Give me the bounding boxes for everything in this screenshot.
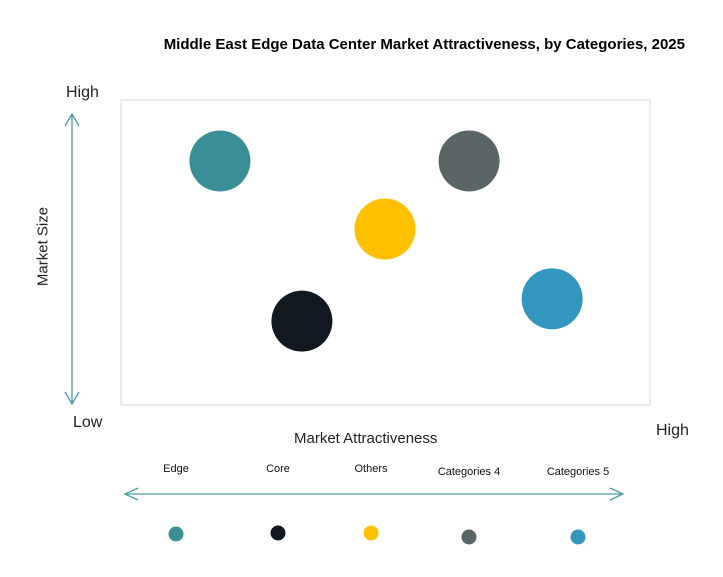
bubble-edge [189, 130, 251, 192]
legend-marker-categories-5 [570, 529, 586, 545]
plot-area [120, 99, 651, 406]
legend-label-categories-4: Categories 4 [437, 466, 501, 478]
y-high-label: High [66, 84, 99, 101]
legend-label-edge: Edge [163, 463, 189, 475]
x-high-label: High [656, 422, 689, 439]
legend-marker-edge [168, 526, 184, 542]
bubble-categories-5 [521, 268, 583, 330]
bubble-core [271, 290, 333, 352]
bubble-others [354, 198, 416, 260]
legend-marker-core [270, 525, 286, 541]
legend-label-others: Others [354, 463, 388, 475]
x-low-label: Low [73, 414, 103, 431]
x-axis-label: Market Attractiveness [294, 430, 438, 447]
legend-marker-categories-4 [461, 529, 477, 545]
legend-label-core: Core [266, 463, 290, 475]
legend-label-categories-5: Categories 5 [546, 466, 610, 478]
chart-title: Middle East Edge Data Center Market Attr… [163, 36, 685, 53]
bubble-categories-4 [438, 130, 500, 192]
legend-arrow [123, 487, 625, 501]
y-axis-arrow [64, 112, 80, 406]
legend-marker-others [363, 525, 379, 541]
